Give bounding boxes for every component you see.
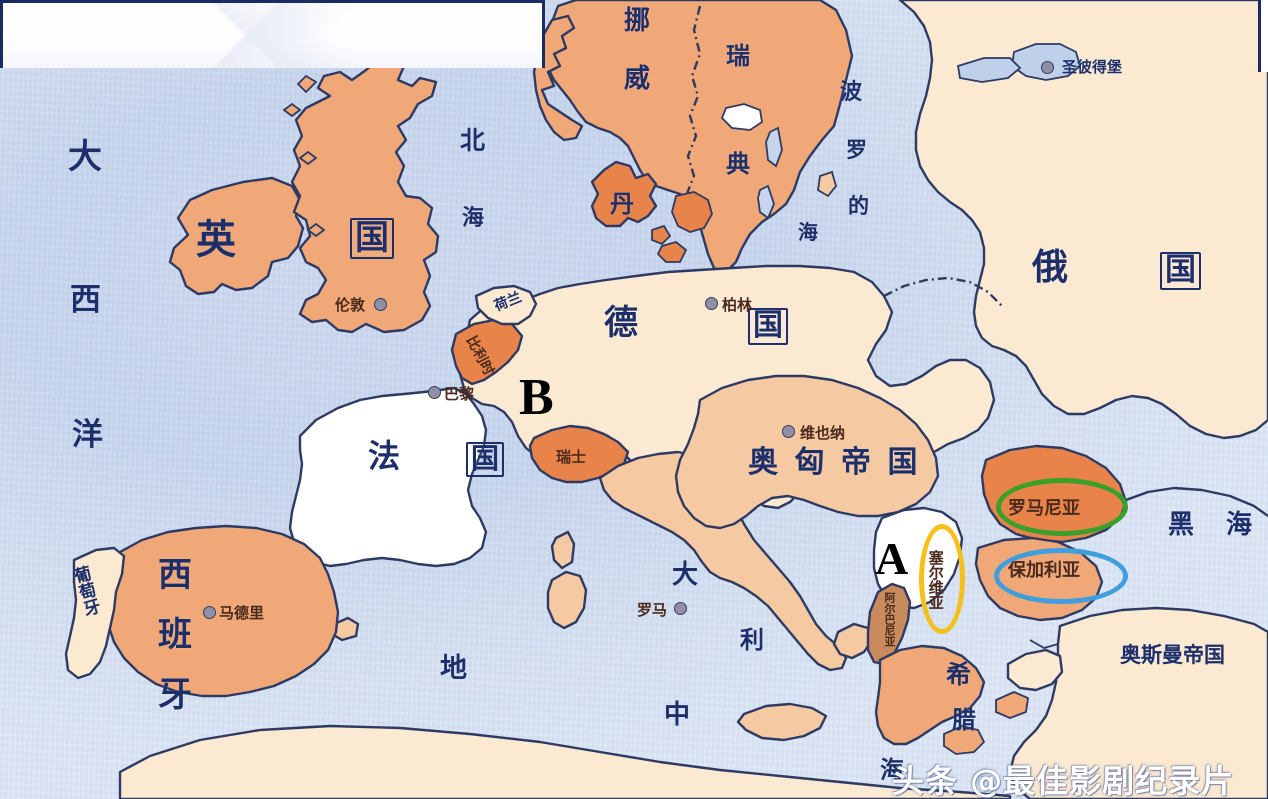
romania-highlight-ellipse xyxy=(996,478,1128,536)
watermark-text: 头条 @最佳影剧纪录片 xyxy=(892,762,1235,799)
city-dot-berlin xyxy=(705,297,718,310)
label-united-kingdom-2: 国 xyxy=(350,218,394,259)
label-baltic-sea-3: 的 xyxy=(848,194,869,218)
label-atlantic-ocean-2: 西 xyxy=(70,282,101,318)
label-russia-1: 俄 xyxy=(1032,247,1069,288)
label-baltic-sea-2: 罗 xyxy=(846,138,867,162)
label-united-kingdom-1: 英 xyxy=(196,217,236,263)
label-mediterranean-sea-3: 海 xyxy=(880,756,904,784)
city-label-berlin: 柏林 xyxy=(722,296,753,314)
label-baltic-sea-4: 海 xyxy=(798,220,818,244)
label-italy-1: 大 xyxy=(672,560,699,590)
label-mediterranean-sea-2: 中 xyxy=(664,700,691,730)
label-austria-hungary: 奥匈帝国 xyxy=(748,445,934,480)
label-spain-1: 西 xyxy=(158,555,192,595)
label-russia-2: 国 xyxy=(1160,252,1201,290)
label-norway-1: 挪 xyxy=(624,6,651,36)
city-label-rome: 罗马 xyxy=(637,601,668,619)
label-switzerland: 瑞士 xyxy=(556,448,587,466)
label-italy-2: 利 xyxy=(740,626,764,654)
marker-letter-b: B xyxy=(519,369,554,426)
city-dot-vienna xyxy=(782,425,795,438)
label-mediterranean-sea-1: 地 xyxy=(440,653,467,684)
label-france-2: 国 xyxy=(466,442,505,477)
city-label-madrid: 马德里 xyxy=(219,604,265,622)
city-dot-saint-petersburg xyxy=(1041,61,1054,74)
label-black-sea-1: 黑 xyxy=(1168,510,1195,540)
label-ottoman-empire: 奥斯曼帝国 xyxy=(1120,643,1225,667)
label-black-sea-2: 海 xyxy=(1226,510,1253,540)
label-france-1: 法 xyxy=(368,437,401,475)
city-label-saint-petersburg: 圣彼得堡 xyxy=(1062,58,1123,76)
label-north-sea-2: 海 xyxy=(462,206,485,231)
label-germany-2: 国 xyxy=(748,308,788,345)
city-label-vienna: 维也纳 xyxy=(800,424,846,442)
city-label-paris: 巴黎 xyxy=(444,385,475,403)
label-sweden-2: 典 xyxy=(726,150,750,178)
label-denmark: 丹 xyxy=(610,190,634,218)
label-baltic-sea-1: 波 xyxy=(840,80,863,105)
city-dot-paris xyxy=(428,386,441,399)
label-greece-2: 腊 xyxy=(952,706,976,734)
city-dot-london xyxy=(374,298,387,311)
label-germany-1: 德 xyxy=(604,303,638,343)
serbia-highlight-ellipse xyxy=(919,524,965,634)
scan-right-frame-edge xyxy=(1258,0,1268,72)
label-atlantic-ocean-1: 大 xyxy=(68,137,102,177)
scan-top-white-bar xyxy=(0,0,545,68)
city-dot-rome xyxy=(674,602,687,615)
marker-letter-a: A xyxy=(875,533,909,584)
label-spain-3: 牙 xyxy=(158,675,192,715)
city-dot-madrid xyxy=(203,606,216,619)
label-atlantic-ocean-3: 洋 xyxy=(72,417,103,453)
bulgaria-highlight-ellipse xyxy=(994,548,1128,604)
label-north-sea-1: 北 xyxy=(460,126,486,155)
label-greece-1: 希 xyxy=(946,660,972,689)
scan-ghost-shapes xyxy=(3,3,542,68)
label-albania: 阿尔巴尼亚 xyxy=(883,592,896,647)
label-norway-2: 威 xyxy=(624,64,651,94)
label-spain-2: 班 xyxy=(158,615,192,655)
city-label-london: 伦敦 xyxy=(335,296,366,314)
label-sweden-1: 瑞 xyxy=(726,42,750,70)
